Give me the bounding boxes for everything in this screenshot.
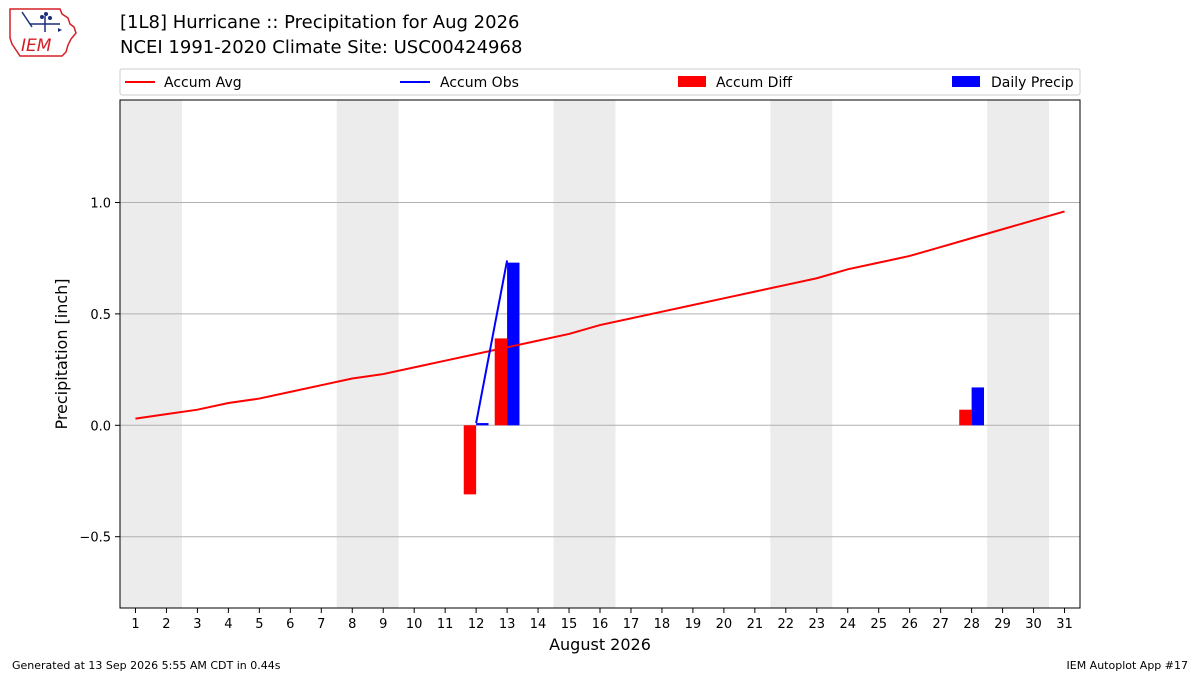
accum-diff-bar bbox=[494, 338, 508, 426]
x-tick-label: 21 bbox=[747, 617, 764, 632]
daily-precip-bar bbox=[476, 423, 489, 426]
accum-avg-line bbox=[135, 210, 1065, 420]
x-tick-label: 18 bbox=[654, 617, 671, 632]
legend: Accum Avg Accum Obs Accum Diff Daily Precip bbox=[119, 68, 1081, 96]
x-tick-label: 17 bbox=[623, 617, 640, 632]
x-tick-label: 10 bbox=[406, 617, 423, 632]
x-tick-label: 27 bbox=[932, 617, 949, 632]
legend-label: Accum Diff bbox=[716, 75, 792, 91]
x-tick-label: 26 bbox=[901, 617, 918, 632]
x-tick-label: 13 bbox=[499, 617, 516, 632]
x-tick-label: 1 bbox=[131, 617, 139, 632]
accum-diff-bar bbox=[463, 425, 477, 495]
chart-subtitle: NCEI 1991-2020 Climate Site: USC00424968 bbox=[120, 37, 523, 58]
y-axis-ticks: −0.5 0.0 0.5 1.0 bbox=[79, 196, 120, 546]
horizontal-gridlines bbox=[120, 201, 1080, 538]
x-tick-label: 20 bbox=[716, 617, 733, 632]
x-axis-ticks: 1 2 3 4 5 6 7 8 9 10 11 12 13 14 15 16 17 18 19 20 21 22 23 24 2… bbox=[131, 608, 1073, 632]
iem-logo: IEM bbox=[9, 8, 77, 57]
y-tick-label: 0.5 bbox=[90, 308, 111, 323]
accum-obs-line bbox=[475, 260, 509, 424]
x-tick-label: 31 bbox=[1056, 617, 1073, 632]
accum-diff-bar bbox=[959, 409, 972, 426]
x-tick-label: 12 bbox=[468, 617, 485, 632]
x-tick-label: 22 bbox=[778, 617, 795, 632]
x-tick-label: 3 bbox=[193, 617, 201, 632]
x-axis-label: August 2026 bbox=[549, 635, 651, 654]
x-tick-label: 28 bbox=[963, 617, 980, 632]
weekend-span bbox=[770, 100, 833, 608]
weekend-span bbox=[336, 100, 399, 608]
legend-label: Daily Precip bbox=[991, 75, 1074, 91]
x-tick-label: 9 bbox=[379, 617, 387, 632]
weekend-span bbox=[120, 100, 182, 608]
generated-timestamp: Generated at 13 Sep 2026 5:55 AM CDT in … bbox=[12, 659, 281, 672]
weekend-span bbox=[553, 100, 616, 608]
x-tick-label: 11 bbox=[437, 617, 454, 632]
y-tick-label: −0.5 bbox=[79, 531, 111, 546]
x-tick-label: 7 bbox=[317, 617, 325, 632]
x-tick-label: 25 bbox=[870, 617, 887, 632]
iowa-outline-icon bbox=[9, 8, 77, 57]
y-tick-label: 0.0 bbox=[90, 419, 111, 434]
daily-precip-bar bbox=[971, 387, 984, 426]
x-tick-label: 15 bbox=[561, 617, 578, 632]
x-tick-label: 23 bbox=[809, 617, 826, 632]
legend-bar-swatch bbox=[952, 76, 980, 87]
line-series bbox=[135, 210, 1065, 424]
logo-text: IEM bbox=[21, 36, 52, 56]
bar-series bbox=[463, 262, 984, 495]
x-tick-label: 2 bbox=[162, 617, 170, 632]
x-tick-label: 8 bbox=[348, 617, 356, 632]
chart-title: [1L8] Hurricane :: Precipitation for Aug… bbox=[120, 12, 520, 33]
y-axis-label: Precipitation [inch] bbox=[52, 278, 71, 429]
x-tick-label: 29 bbox=[994, 617, 1011, 632]
weekend-span bbox=[987, 100, 1050, 608]
legend-label: Accum Obs bbox=[440, 75, 519, 91]
daily-precip-bar bbox=[507, 262, 520, 426]
legend-bar-swatch bbox=[678, 76, 706, 87]
x-tick-label: 6 bbox=[286, 617, 294, 632]
legend-label: Accum Avg bbox=[164, 75, 242, 91]
x-tick-label: 19 bbox=[685, 617, 702, 632]
x-tick-label: 5 bbox=[255, 617, 263, 632]
app-credit: IEM Autoplot App #17 bbox=[1066, 659, 1189, 672]
x-tick-label: 14 bbox=[530, 617, 547, 632]
x-tick-label: 4 bbox=[224, 617, 232, 632]
weekend-shading bbox=[120, 100, 1050, 608]
y-tick-label: 1.0 bbox=[90, 196, 111, 211]
x-tick-label: 30 bbox=[1025, 617, 1042, 632]
x-tick-label: 24 bbox=[839, 617, 856, 632]
legend-box bbox=[119, 68, 1081, 96]
x-tick-label: 16 bbox=[592, 617, 609, 632]
